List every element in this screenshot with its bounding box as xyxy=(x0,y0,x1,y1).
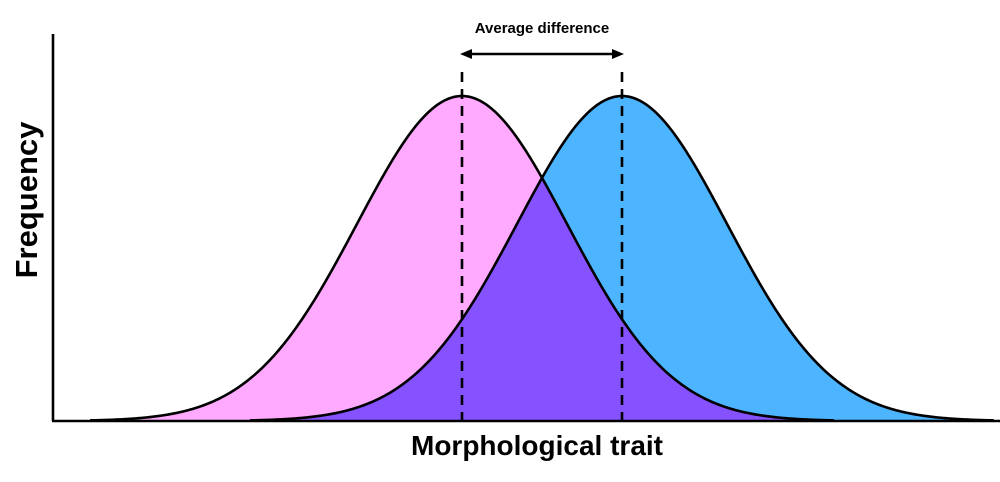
x-axis-label: Morphological trait xyxy=(411,430,663,461)
y-axis-label: Frequency xyxy=(9,121,44,279)
area-overlap xyxy=(60,177,1000,421)
arrowhead-right-icon xyxy=(612,49,624,59)
difference-arrow xyxy=(460,49,624,59)
average-difference-label: Average difference xyxy=(474,20,610,37)
arrowhead-left-icon xyxy=(460,49,472,59)
